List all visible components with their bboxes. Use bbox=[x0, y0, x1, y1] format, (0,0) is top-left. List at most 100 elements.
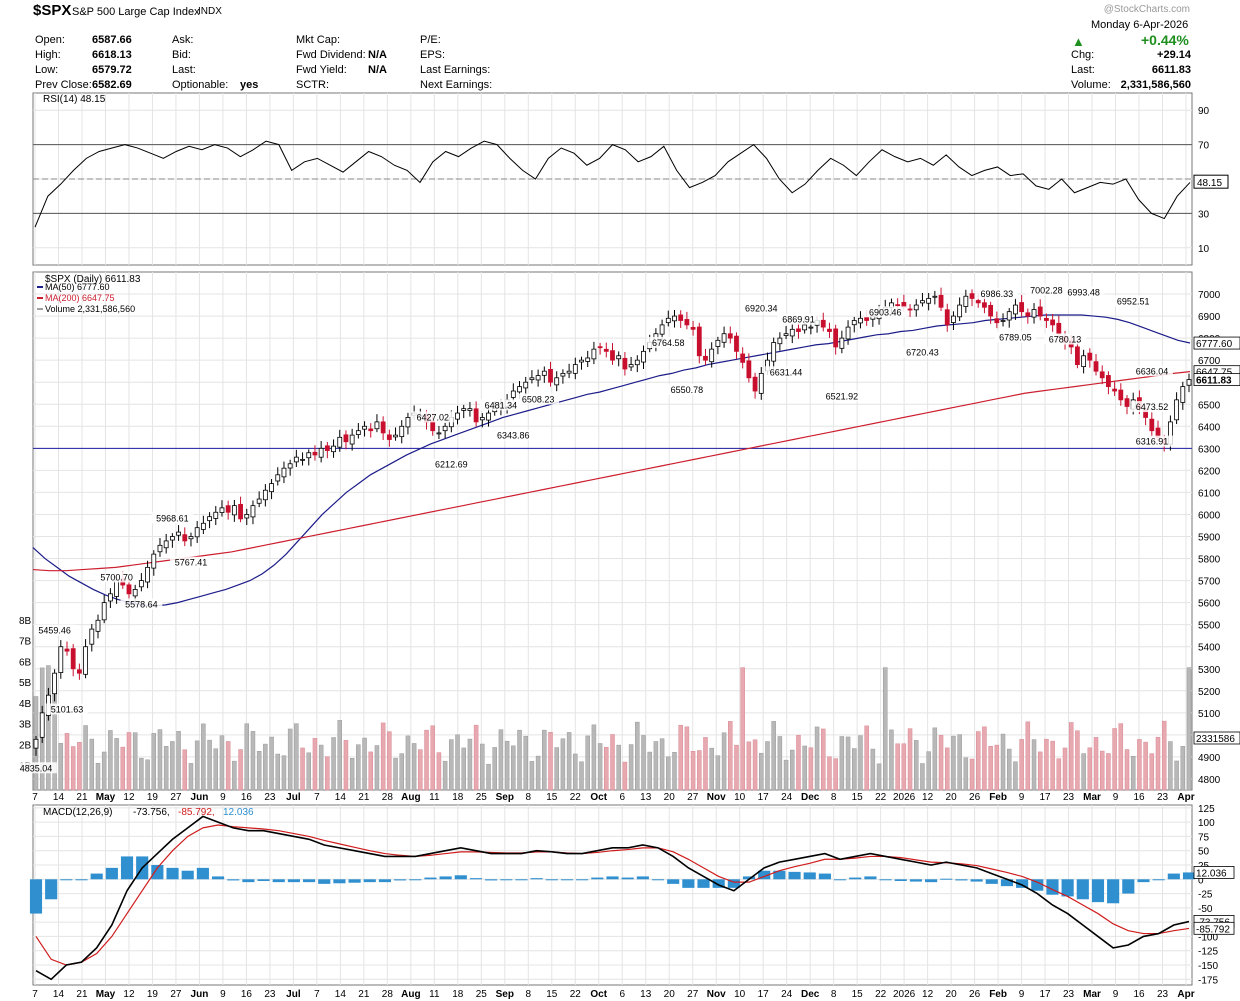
date-tick-lower: 20 bbox=[946, 989, 958, 1000]
volume-bar bbox=[864, 725, 869, 791]
volume-bar bbox=[604, 746, 609, 791]
price-annotation-bg bbox=[820, 390, 863, 402]
price-annotation-bg bbox=[740, 302, 783, 314]
volume-bar bbox=[250, 731, 256, 791]
volume-bar bbox=[312, 738, 318, 791]
volume-bar bbox=[343, 740, 349, 791]
candle-body bbox=[820, 319, 826, 328]
volume-bar bbox=[635, 721, 640, 791]
date-tick-upper: 19 bbox=[147, 792, 159, 803]
volume-bar bbox=[207, 739, 212, 791]
macd-tick-label: -125 bbox=[1198, 947, 1218, 958]
fields-value-1: 6618.13 bbox=[92, 49, 132, 61]
date-tick-upper: 11 bbox=[429, 792, 440, 803]
price-annotation-bg bbox=[170, 556, 212, 568]
macd-signal-line bbox=[35, 824, 1190, 966]
date-tick-lower: 2026 bbox=[893, 989, 916, 1000]
volume-bar bbox=[932, 727, 938, 791]
candle-body bbox=[703, 355, 708, 361]
volume-bar bbox=[709, 747, 714, 791]
macd-histogram-bar bbox=[90, 873, 103, 880]
date-tick-lower: 11 bbox=[429, 989, 440, 1000]
candle-body bbox=[200, 522, 206, 530]
volume-bar bbox=[715, 755, 721, 791]
volume-bar bbox=[684, 726, 690, 791]
volume-bar bbox=[306, 752, 312, 791]
volume-bar bbox=[1161, 720, 1167, 791]
volume-bar bbox=[678, 724, 683, 791]
price-annotation-bg bbox=[777, 313, 820, 325]
candle-body bbox=[566, 370, 572, 374]
macd-histogram-bar bbox=[591, 877, 604, 880]
macd-value-label: -85.792 bbox=[1196, 924, 1230, 935]
volume-bar bbox=[529, 761, 535, 791]
price-annotation-bg bbox=[46, 703, 88, 715]
panel-frame-2 bbox=[32, 804, 1193, 986]
volume-bar bbox=[1106, 753, 1111, 791]
volume-bar bbox=[957, 734, 962, 791]
candle-body bbox=[783, 333, 789, 336]
volume-bar bbox=[1130, 755, 1136, 791]
volume-bar bbox=[163, 746, 169, 791]
price-annotation-bg bbox=[1131, 365, 1173, 377]
macd-histogram-bar bbox=[45, 879, 58, 900]
candle-body bbox=[864, 317, 870, 321]
volume-bar bbox=[480, 743, 485, 791]
macd-histogram-bar bbox=[1031, 879, 1044, 891]
volume-bar bbox=[597, 743, 603, 791]
macd-legend-value: -73.756, bbox=[133, 807, 170, 818]
volume-bar bbox=[430, 725, 435, 791]
volume-bar bbox=[554, 747, 559, 791]
volume-bar bbox=[238, 749, 243, 791]
candle-body bbox=[789, 328, 795, 337]
candle-body bbox=[225, 505, 231, 513]
date-tick-upper: 7 bbox=[314, 792, 320, 803]
candle-body bbox=[250, 505, 256, 518]
price-annotation: 6343.86 bbox=[497, 431, 530, 441]
date-tick-upper: 24 bbox=[781, 792, 793, 803]
volume-bar bbox=[436, 752, 442, 791]
macd-legend-hist: 12.036 bbox=[223, 807, 254, 818]
candle-body bbox=[1000, 320, 1006, 322]
macd-histogram-bar bbox=[879, 879, 892, 881]
volume-bar bbox=[498, 729, 504, 791]
candle-body bbox=[95, 619, 101, 632]
price-tick-label: 4900 bbox=[1198, 753, 1221, 764]
macd-histogram-bar bbox=[894, 879, 907, 881]
candle-body bbox=[405, 417, 411, 428]
fields2-label-3: Optionable: bbox=[172, 79, 229, 91]
price-annotation-bg bbox=[901, 346, 944, 358]
price-series-legend: MA(50) 6777.60 bbox=[45, 282, 110, 292]
candle-body bbox=[696, 326, 702, 357]
candle-body bbox=[969, 293, 975, 299]
macd-histogram-bar bbox=[60, 879, 73, 881]
volume-bar bbox=[380, 722, 386, 791]
macd-histogram-bar bbox=[424, 877, 437, 880]
volume-bar bbox=[442, 760, 448, 791]
date-tick-lower: 22 bbox=[570, 989, 582, 1000]
candle-body bbox=[436, 432, 442, 435]
volume-bar bbox=[399, 753, 404, 791]
fields2-label-1: Bid: bbox=[172, 49, 191, 61]
volume-bar bbox=[1174, 760, 1179, 791]
candle-body bbox=[938, 294, 944, 308]
date-tick-upper: 17 bbox=[1039, 792, 1051, 803]
candle-body bbox=[343, 434, 349, 443]
price-annotation: 5767.41 bbox=[175, 558, 208, 568]
macd-histogram-bar bbox=[29, 879, 43, 914]
volume-bar bbox=[176, 731, 181, 791]
candle-body bbox=[634, 359, 640, 366]
macd-histogram-bar bbox=[1091, 879, 1105, 903]
volume-bar bbox=[566, 732, 572, 791]
candle-body bbox=[163, 540, 169, 549]
volume-bar bbox=[690, 750, 696, 791]
volume-bar bbox=[703, 737, 708, 791]
candle-body bbox=[963, 295, 969, 307]
candle-body bbox=[101, 602, 107, 621]
price-tick-label: 5400 bbox=[1198, 643, 1221, 654]
macd-tick-label: -175 bbox=[1198, 975, 1218, 986]
candle-body bbox=[194, 527, 200, 538]
volume-bar bbox=[1006, 748, 1012, 791]
rsi-value-label: 48.15 bbox=[1197, 178, 1222, 189]
candle-body bbox=[231, 505, 237, 516]
